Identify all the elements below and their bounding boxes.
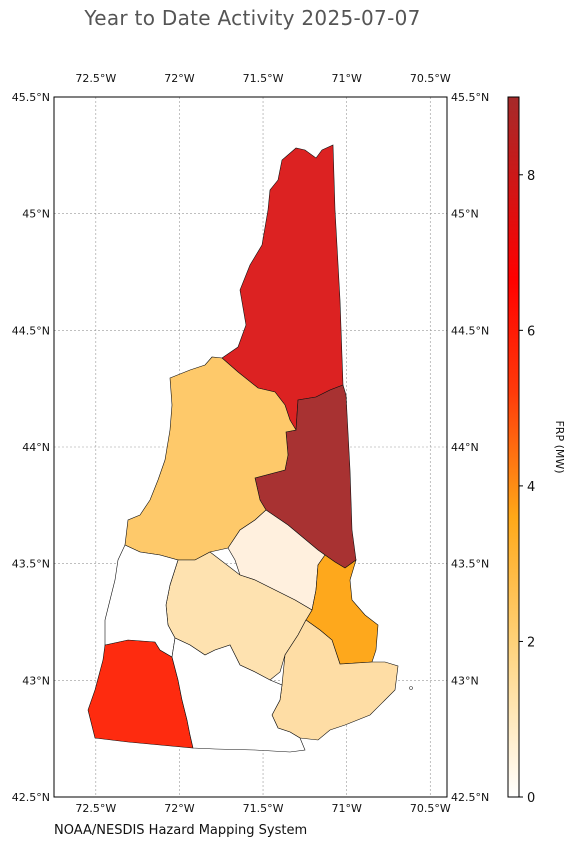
lat-tick-label-left: 45.5°N: [12, 91, 50, 104]
map-frame: [53, 96, 448, 798]
lat-tick-label-left: 43°N: [22, 674, 50, 687]
plot-frame: [53, 96, 448, 798]
lat-tick-label-left: 44°N: [22, 441, 50, 454]
county-polygons: [87, 144, 413, 753]
lat-tick-label-left: 43.5°N: [12, 558, 50, 571]
credit-text: NOAA/NESDIS Hazard Mapping System: [54, 823, 308, 838]
lat-tick-label-right: 44°N: [451, 441, 479, 454]
lon-tick-label-top: 70.5°W: [410, 72, 451, 85]
colorbar-tick-label: 8: [527, 169, 535, 184]
lat-tick-label-right: 43°N: [451, 674, 479, 687]
map-title: Year to Date Activity 2025-07-07: [84, 6, 421, 30]
lat-tick-label-right: 44.5°N: [451, 324, 489, 337]
colorbar-tick-label: 0: [527, 791, 535, 806]
colorbar-tick-label: 6: [527, 324, 535, 339]
lat-tick-label-right: 43.5°N: [451, 558, 489, 571]
lon-tick-label-top: 71°W: [331, 72, 361, 85]
lon-tick-label-bottom: 70.5°W: [410, 802, 451, 815]
lat-tick-label-right: 45.5°N: [451, 91, 489, 104]
county-hillsborough: [171, 637, 306, 753]
coastal-island: [409, 686, 413, 690]
colorbar-tick-label: 4: [527, 480, 535, 495]
colorbar-label: FRP (MW): [553, 420, 566, 473]
lon-tick-label-bottom: 71°W: [331, 802, 361, 815]
lon-tick-label-top: 71.5°W: [243, 72, 284, 85]
colorbar-tick-label: 2: [527, 635, 535, 650]
lat-tick-label-right: 42.5°N: [451, 791, 489, 804]
lon-tick-label-bottom: 72°W: [164, 802, 194, 815]
lon-tick-label-bottom: 71.5°W: [243, 802, 284, 815]
lat-tick-label-left: 42.5°N: [12, 791, 50, 804]
lat-tick-label-right: 45°N: [451, 208, 479, 221]
county-sullivan: [104, 544, 179, 658]
colorbar-gradient: [507, 96, 520, 798]
lon-tick-label-top: 72.5°W: [75, 72, 116, 85]
lon-tick-label-bottom: 72.5°W: [75, 802, 116, 815]
lat-tick-label-left: 45°N: [22, 208, 50, 221]
colorbar: 0 2 4 6 8 FRP (MW): [507, 96, 566, 806]
axis-ticks: 72.5°W 72.5°W 72°W 72°W 71.5°W 71.5°W 71°W 71°W…: [12, 72, 489, 815]
lat-tick-label-left: 44.5°N: [12, 324, 50, 337]
lon-tick-label-top: 72°W: [164, 72, 194, 85]
